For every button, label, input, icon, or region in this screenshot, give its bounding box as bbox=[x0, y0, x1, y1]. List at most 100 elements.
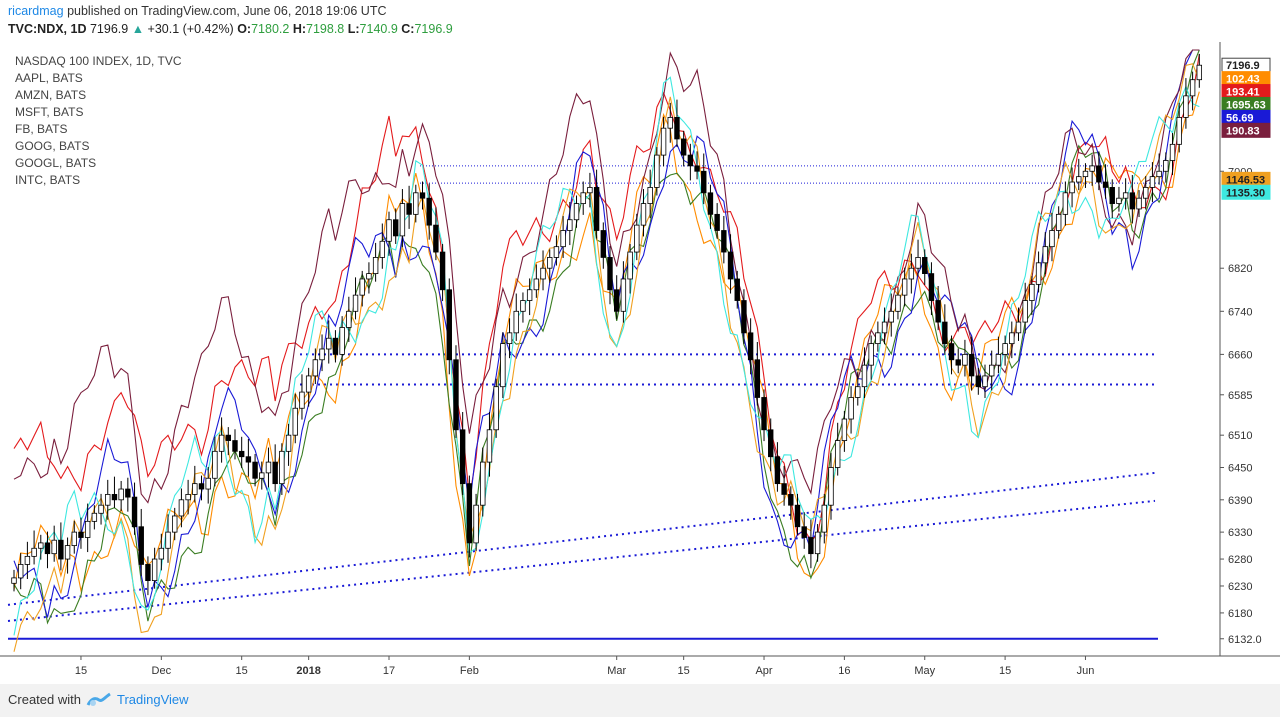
candle-body bbox=[1009, 332, 1015, 345]
candle-body bbox=[419, 192, 426, 199]
price-tag-label: 1146.53 bbox=[1226, 174, 1265, 186]
candle-body bbox=[520, 300, 526, 312]
candle-body bbox=[178, 499, 185, 517]
candle-body bbox=[272, 461, 278, 485]
candle-body bbox=[982, 375, 988, 388]
candle-body bbox=[814, 531, 821, 555]
candle-body bbox=[540, 267, 546, 280]
candle-body bbox=[781, 483, 787, 495]
candle-body bbox=[680, 138, 687, 156]
created-with-label: Created with bbox=[8, 692, 81, 707]
candle-body bbox=[165, 531, 171, 549]
legend-item: GOOG, BATS bbox=[15, 139, 90, 153]
candle-body bbox=[265, 461, 272, 474]
candle-body bbox=[245, 456, 252, 463]
footer: Created with TradingView bbox=[0, 684, 1280, 717]
y-tick-label: 6510 bbox=[1228, 430, 1252, 442]
candle-body bbox=[875, 332, 881, 345]
candle-body bbox=[44, 542, 51, 555]
low-value: 7140.9 bbox=[359, 22, 398, 36]
candle-body bbox=[948, 343, 955, 361]
candle-body bbox=[145, 564, 151, 581]
chart-area[interactable]: 6132.0 6180 6230 6280 6330 6390 6450 6510 6585 66… bbox=[0, 42, 1280, 684]
candle-body bbox=[339, 327, 345, 355]
candle-body bbox=[922, 257, 928, 274]
candle-body bbox=[560, 230, 566, 248]
comparison-series-line bbox=[13, 54, 1200, 542]
candle-body bbox=[185, 494, 191, 501]
x-tick-label: Feb bbox=[460, 665, 479, 677]
candle-body bbox=[627, 251, 633, 280]
candle-body bbox=[607, 257, 613, 291]
candle-body bbox=[573, 203, 580, 221]
legend-item: AMZN, BATS bbox=[15, 88, 87, 102]
candle-body bbox=[908, 267, 915, 280]
candle-body bbox=[125, 488, 131, 498]
y-tick-label: 6585 bbox=[1228, 390, 1252, 402]
candle-body bbox=[761, 397, 767, 431]
y-tick-label: 6820 bbox=[1228, 263, 1252, 275]
candle-body bbox=[399, 203, 406, 237]
tradingview-link[interactable]: TradingView bbox=[117, 692, 189, 707]
legend-item: INTC, BATS bbox=[15, 173, 81, 187]
candle-body bbox=[218, 434, 225, 452]
y-tick-label: 6450 bbox=[1228, 462, 1252, 474]
candle-body bbox=[1096, 165, 1102, 183]
candle-body bbox=[962, 353, 968, 366]
candle-body bbox=[285, 434, 292, 452]
y-tick-label: 6280 bbox=[1228, 554, 1252, 566]
candle-body bbox=[741, 300, 747, 334]
publish-info: published on TradingView.com, June 06, 2… bbox=[67, 4, 387, 18]
candle-body bbox=[995, 353, 1002, 366]
author-link[interactable]: ricardmag bbox=[8, 4, 64, 18]
price-chart[interactable]: 6132.0 6180 6230 6280 6330 6390 6450 6510 6585 66… bbox=[0, 42, 1280, 684]
candle-body bbox=[1196, 64, 1203, 81]
trendline bbox=[7, 499, 1156, 622]
series-legend: NASDAQ 100 INDEX, 1D, TVC AAPL, BATS AMZ… bbox=[15, 53, 182, 189]
candle-body bbox=[58, 539, 64, 560]
candle-body bbox=[84, 520, 91, 538]
candle-body bbox=[1055, 213, 1062, 231]
candle-body bbox=[547, 257, 553, 269]
candle-body bbox=[319, 348, 325, 361]
candle-body bbox=[473, 504, 479, 544]
candle-body bbox=[1082, 170, 1089, 178]
candle-body bbox=[701, 170, 707, 194]
candle-body bbox=[1109, 187, 1115, 204]
candle-body bbox=[446, 289, 452, 361]
candle-body bbox=[848, 397, 854, 420]
candle-body bbox=[78, 531, 84, 538]
y-tick-label: 6180 bbox=[1228, 608, 1252, 620]
price-tag bbox=[1221, 184, 1271, 200]
candle-body bbox=[1049, 230, 1055, 248]
y-tick-label: 6390 bbox=[1228, 495, 1252, 507]
candle-body bbox=[38, 542, 44, 549]
candle-body bbox=[366, 273, 372, 280]
candle-body bbox=[151, 558, 158, 581]
candle-body bbox=[71, 531, 77, 546]
candle-body bbox=[721, 230, 727, 253]
candle-body bbox=[1116, 197, 1122, 204]
candle-body bbox=[212, 450, 218, 479]
candle-body bbox=[1169, 143, 1176, 161]
candle-body bbox=[1189, 79, 1196, 97]
candle-body bbox=[587, 187, 593, 194]
candle-body bbox=[647, 187, 653, 204]
candle-body bbox=[105, 494, 111, 506]
open-label: O: bbox=[237, 22, 252, 36]
candle-body bbox=[593, 187, 600, 231]
candle-body bbox=[500, 343, 506, 388]
candle-body bbox=[1069, 181, 1075, 194]
candle-body bbox=[1183, 95, 1189, 118]
candle-body bbox=[975, 375, 982, 388]
candle-body bbox=[1136, 197, 1142, 210]
candle-body bbox=[734, 278, 740, 301]
candle-body bbox=[205, 477, 211, 490]
candle-body bbox=[613, 289, 620, 312]
candle-body bbox=[305, 375, 312, 393]
candle-body bbox=[881, 321, 888, 334]
candle-body bbox=[506, 332, 513, 345]
tradingview-logo-icon[interactable] bbox=[86, 691, 112, 709]
candle-body bbox=[928, 273, 935, 301]
candle-body bbox=[968, 353, 975, 377]
